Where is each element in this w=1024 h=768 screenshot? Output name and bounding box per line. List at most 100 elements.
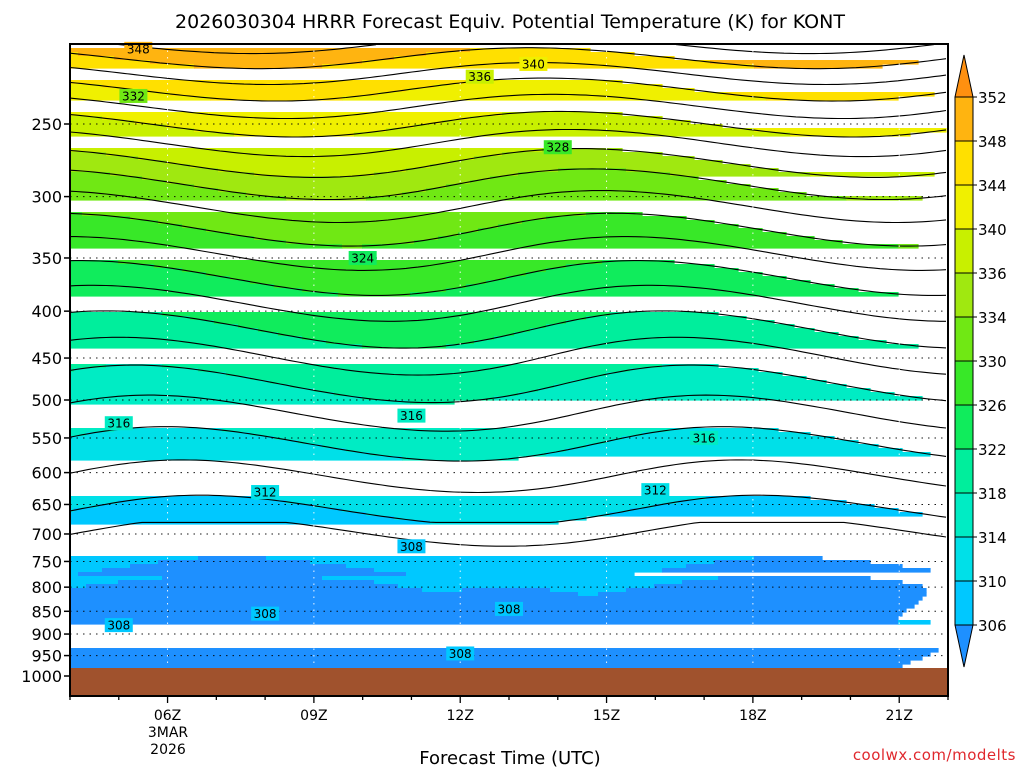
contour-label-312: 312 [644, 484, 667, 498]
y-tick-label-700: 700 [31, 525, 62, 544]
colorbar-band [954, 228, 974, 274]
colorbar-extend-top [954, 54, 974, 98]
colorbar-label-310: 310 [978, 573, 1007, 591]
contour-label-340: 340 [522, 57, 545, 71]
contour-label-336: 336 [468, 70, 491, 84]
contour-line-312 [70, 459, 947, 494]
contour-label-312: 312 [254, 486, 277, 500]
colorbar-label-322: 322 [978, 441, 1007, 459]
contour-line-310 [70, 494, 947, 523]
contour-line-318 [70, 364, 947, 404]
contour-line-320 [70, 336, 947, 376]
colorbar-label-336: 336 [978, 265, 1007, 283]
contour-label-bg [397, 539, 426, 554]
y-tick-label-800: 800 [31, 578, 62, 597]
y-tick-label-950: 950 [31, 647, 62, 666]
y-tick-label-450: 450 [31, 349, 62, 368]
contour-line-342 [70, 93, 947, 120]
contour-label-bg [397, 408, 426, 423]
contour-line-308 [70, 521, 947, 547]
x-tick-label-12Z: 12Z [447, 708, 474, 724]
colorbar-band [954, 184, 974, 230]
x-tick-label-18Z: 18Z [739, 708, 766, 724]
x-axis: 06Z 09Z 12Z 15Z 18Z 21Z [69, 696, 949, 724]
colorbar-band [954, 580, 974, 626]
y-tick-label-850: 850 [31, 602, 62, 621]
contour-line-326 [70, 260, 947, 296]
contour-label-324: 324 [351, 251, 374, 265]
contour-line-344 [70, 77, 947, 102]
contour-line-340 [70, 110, 947, 138]
colorbar-label-348: 348 [978, 133, 1007, 151]
contour-line-338 [70, 128, 947, 158]
x-tick-label-06Z: 06Z [154, 708, 181, 724]
contour-label-316: 316 [400, 409, 423, 423]
y-tick-label-500: 500 [31, 391, 62, 410]
y-tick-label-1000: 1000 [21, 667, 62, 686]
contour-label-bg [124, 41, 153, 56]
y-axis: 250 300 350 400 450 500 550 600 650 700 750 800 850 9… [21, 115, 70, 686]
contour-line-328 [70, 236, 947, 271]
colorbar-band [954, 448, 974, 494]
colorbar-band [954, 140, 974, 186]
colorbar-band [954, 272, 974, 318]
colorbar-label-306: 306 [978, 617, 1007, 635]
colorbar-label-340: 340 [978, 221, 1007, 239]
colorbar: 306 310 314 318 322 326 330 334 336 340 344 348 352 [954, 54, 1007, 668]
colorbar-band [954, 316, 974, 362]
colorbar-label-344: 344 [978, 177, 1007, 195]
contour-label-bg [348, 250, 377, 265]
colorbar-band [954, 492, 974, 538]
y-tick-label-750: 750 [31, 552, 62, 571]
contour-label-308: 308 [107, 619, 130, 633]
colorbar-band [954, 360, 974, 406]
y-tick-label-600: 600 [31, 464, 62, 483]
contour-label-bg [251, 485, 280, 500]
contour-label-308: 308 [254, 607, 277, 621]
colorbar-label-330: 330 [978, 353, 1007, 371]
colorbar-label-314: 314 [978, 529, 1007, 547]
y-tick-label-300: 300 [31, 188, 62, 207]
colorbar-band [954, 404, 974, 450]
y-tick-label-650: 650 [31, 495, 62, 514]
contour-label-316: 316 [693, 431, 716, 445]
date-label-month: 3MAR [148, 725, 189, 741]
contour-line-336 [70, 148, 947, 178]
pressure-gridlines [70, 44, 948, 696]
x-tick-label-09Z: 09Z [300, 708, 327, 724]
contour-label-bg [465, 69, 494, 84]
y-tick-label-350: 350 [31, 249, 62, 268]
contour-label-328: 328 [546, 141, 569, 155]
contour-label-group: 348 340 336 332 328 324 316 316 316 312 312 308 308 3… [104, 41, 719, 661]
colorbar-label-318: 318 [978, 485, 1007, 503]
contour-label-332: 332 [122, 89, 145, 103]
contour-label-bg [119, 88, 148, 103]
contour-label-308: 308 [498, 602, 521, 616]
contour-line-332 [70, 190, 947, 224]
contour-line-314 [70, 426, 947, 462]
contour-label-bg [543, 140, 572, 155]
plot-area [70, 48, 947, 681]
contour-label-bg [446, 646, 475, 661]
contour-label-bg [641, 483, 670, 498]
x-tick-label-21Z: 21Z [886, 708, 913, 724]
contour-line-316 [70, 394, 947, 432]
contour-line-330 [70, 212, 947, 247]
contour-line-350 [117, 44, 935, 55]
y-tick-label-250: 250 [31, 115, 62, 134]
contour-label-308: 308 [400, 540, 423, 554]
contour-line-346 [70, 62, 947, 86]
contour-label-bg [519, 56, 548, 71]
contour-label-bg [104, 416, 133, 431]
colorbar-band [954, 536, 974, 582]
contour-label-348: 348 [127, 42, 150, 56]
contour-label-bg [251, 606, 280, 621]
contour-label-316: 316 [107, 417, 130, 431]
contour-label-bg [495, 601, 523, 616]
colorbar-label-352: 352 [978, 89, 1007, 107]
chart-title: 2026030304 HRRR Forecast Equiv. Potentia… [175, 11, 845, 33]
colorbar-label-326: 326 [978, 397, 1007, 415]
contour-lines [70, 44, 947, 547]
colorbar-extend-bottom [954, 624, 974, 668]
